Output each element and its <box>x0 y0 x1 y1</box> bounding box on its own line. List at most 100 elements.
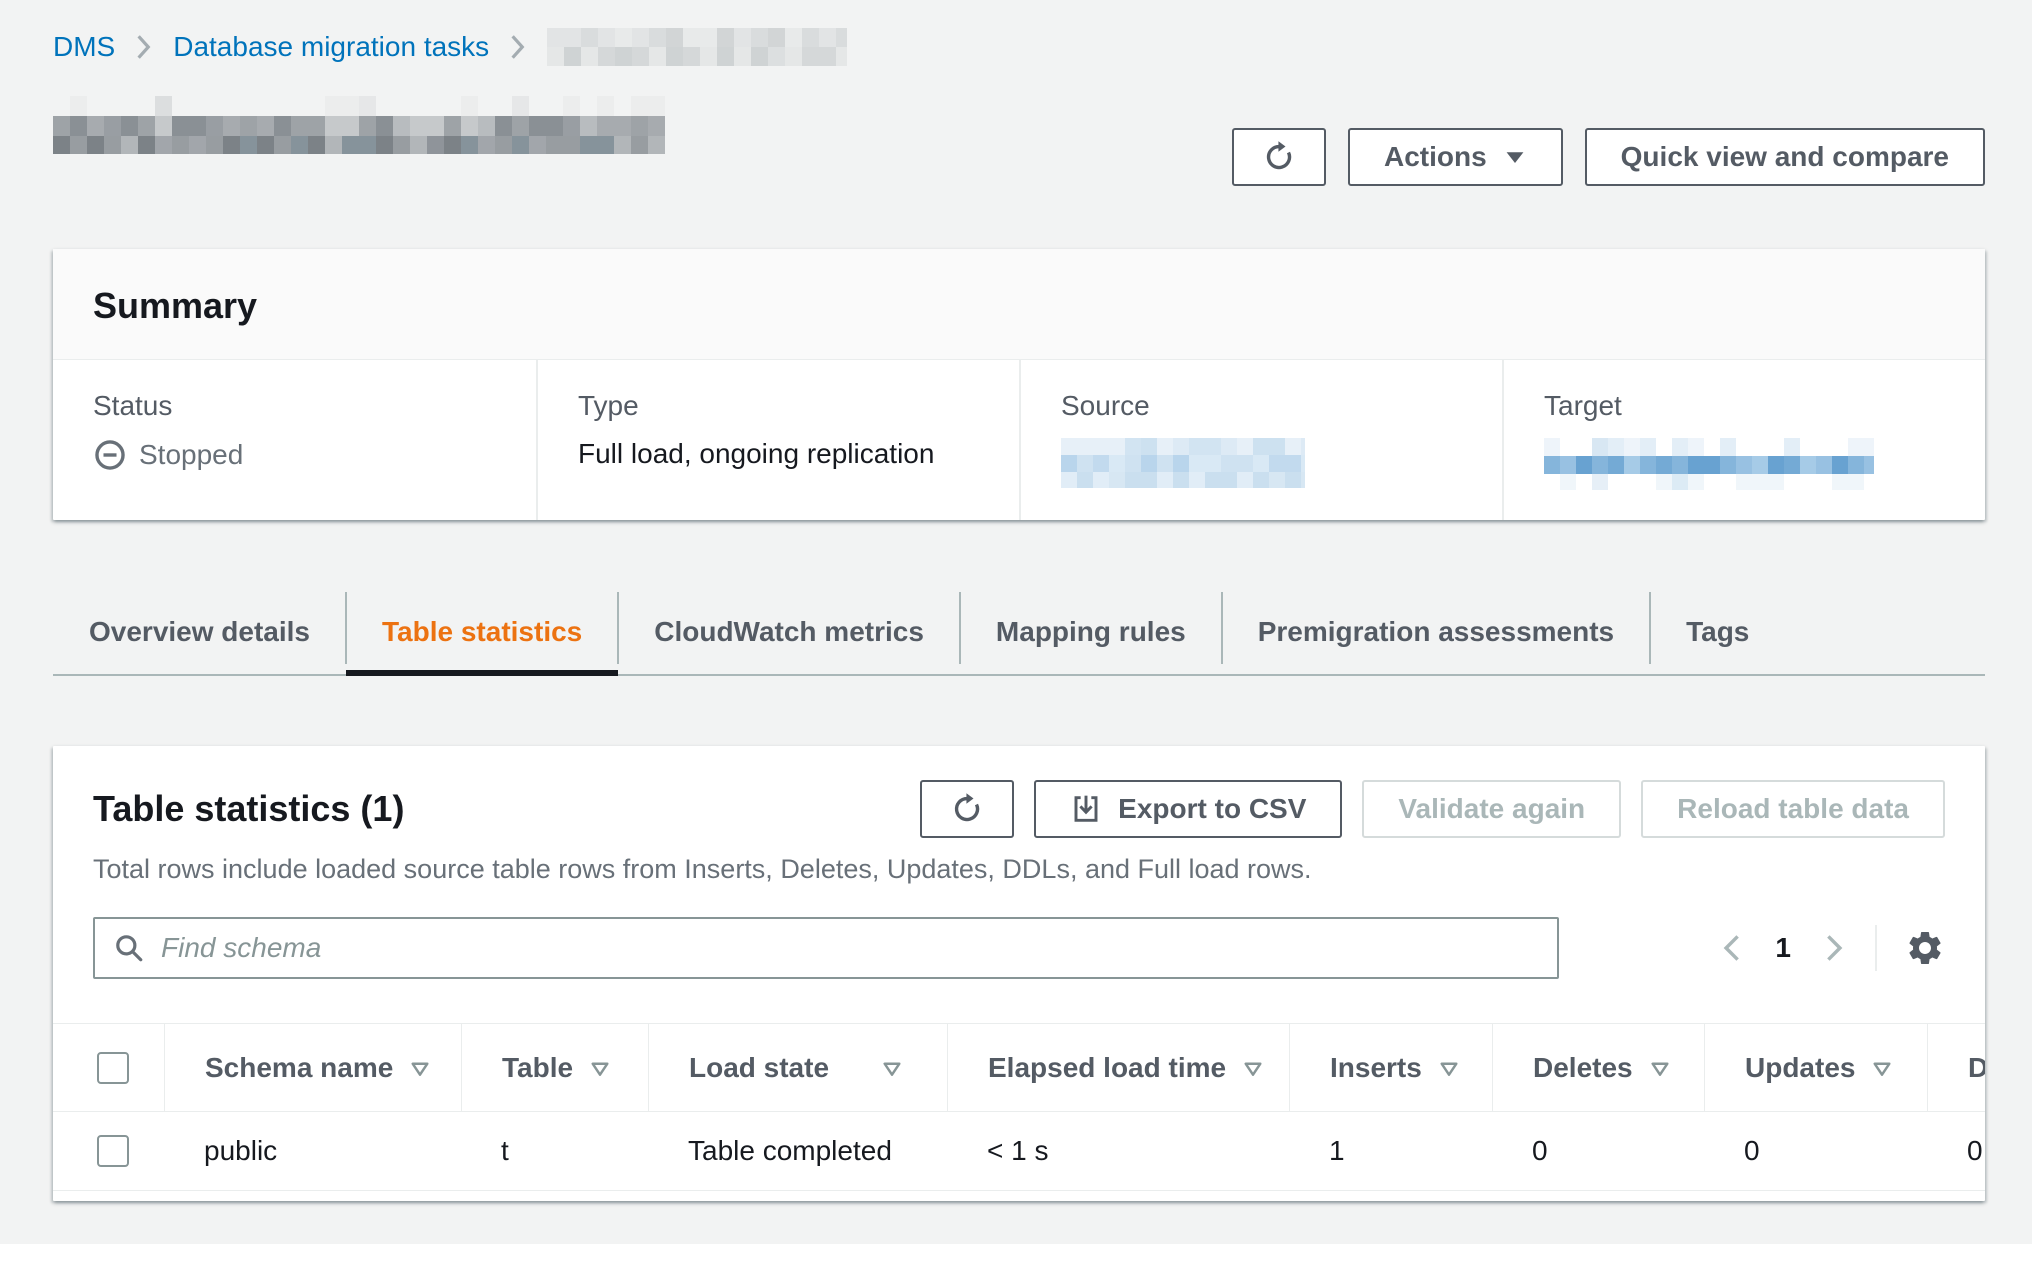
type-value: Full load, ongoing replication <box>578 438 935 469</box>
tab-table-statistics[interactable]: Table statistics <box>345 590 619 676</box>
table-settings-button[interactable] <box>1905 928 1945 968</box>
export-csv-button[interactable]: Export to CSV <box>1034 780 1343 838</box>
sort-icon[interactable] <box>409 1058 431 1078</box>
summary-title: Summary <box>93 285 258 326</box>
target-value <box>1544 438 1985 490</box>
caret-down-icon <box>1506 152 1524 163</box>
source-label: Source <box>1061 390 1150 421</box>
refresh-button[interactable] <box>1231 128 1326 186</box>
breadcrumb-link-migration-tasks[interactable]: Database migration tasks <box>173 31 490 62</box>
source-value <box>1061 438 1502 488</box>
redacted-breadcrumb-task-name <box>547 28 848 66</box>
search-icon <box>116 935 143 962</box>
column-header-ddls[interactable]: DDLs <box>1927 1024 1985 1111</box>
table-statistics-panel: Table statistics (1) Export to CSV Valid… <box>53 746 1985 1201</box>
row-select-cell <box>53 1112 164 1190</box>
summary-panel: Summary Status Stopped Type Full load, o… <box>53 249 1985 520</box>
quick-view-compare-button[interactable]: Quick view and compare <box>1584 128 1985 186</box>
download-icon <box>1074 795 1098 822</box>
tab-premigration-assessments[interactable]: Premigration assessments <box>1220 590 1650 674</box>
cell-load-state: Table completed <box>688 1135 892 1166</box>
table-toolbar: 1 <box>93 917 1945 979</box>
search-input[interactable] <box>93 917 1559 979</box>
breadcrumb: DMS Database migration tasks <box>53 28 1985 66</box>
actions-button[interactable]: Actions <box>1347 128 1563 186</box>
chevron-left-icon <box>1724 935 1740 961</box>
schema-search <box>93 917 1559 979</box>
summary-field-status: Status Stopped <box>53 360 536 520</box>
cell-deletes: 0 <box>1532 1135 1548 1166</box>
type-label: Type <box>578 390 639 421</box>
refresh-icon <box>1266 141 1292 170</box>
cell-elapsed-load-time: < 1 s <box>987 1135 1049 1166</box>
column-header-elapsed-load-time[interactable]: Elapsed load time <box>947 1024 1289 1111</box>
row-checkbox[interactable] <box>97 1135 129 1167</box>
table-refresh-button[interactable] <box>920 780 1015 838</box>
breadcrumb-chevron-icon <box>137 35 151 59</box>
tab-cloudwatch-metrics[interactable]: CloudWatch metrics <box>617 590 960 674</box>
redacted-page-title <box>53 96 665 154</box>
tab-mapping-rules[interactable]: Mapping rules <box>958 590 1222 674</box>
export-csv-label: Export to CSV <box>1118 793 1307 824</box>
previous-page-button[interactable] <box>1719 933 1747 963</box>
summary-grid: Status Stopped Type Full load, ongoing r… <box>53 360 1985 520</box>
cell-inserts: 1 <box>1329 1135 1345 1166</box>
cell-ddls: 0 <box>1967 1135 1983 1166</box>
tab-tags[interactable]: Tags <box>1649 590 1785 674</box>
table-description: Total rows include loaded source table r… <box>93 854 1312 884</box>
chevron-right-icon <box>1827 935 1843 961</box>
redacted-target-endpoint-link[interactable] <box>1544 438 1874 490</box>
column-header-deletes[interactable]: Deletes <box>1492 1024 1704 1111</box>
table-header-row: Schema name Table Load state Elapsed loa… <box>53 1023 1985 1112</box>
status-value-text: Stopped <box>139 439 244 470</box>
status-label: Status <box>93 390 173 421</box>
pagination: 1 <box>1719 925 1945 971</box>
breadcrumb-link-dms[interactable]: DMS <box>53 31 116 62</box>
quick-view-compare-label: Quick view and compare <box>1620 141 1949 172</box>
sort-icon[interactable] <box>1649 1058 1671 1078</box>
table-statistics-title: Table statistics (1) <box>93 788 405 829</box>
summary-field-type: Type Full load, ongoing replication <box>536 360 1019 520</box>
tab-overview-details[interactable]: Overview details <box>89 616 311 647</box>
select-all-checkbox[interactable] <box>97 1051 129 1084</box>
refresh-icon <box>955 793 980 822</box>
sort-icon[interactable] <box>1871 1058 1893 1078</box>
breadcrumb-chevron-icon <box>511 35 525 59</box>
gear-icon <box>1909 932 1941 964</box>
cell-schema-name: public <box>204 1135 278 1166</box>
stopped-icon <box>95 440 125 470</box>
redacted-source-endpoint-link[interactable] <box>1061 438 1305 488</box>
table-panel-header: Table statistics (1) Export to CSV Valid… <box>53 746 1985 979</box>
page-title-row: Actions Quick view and compare <box>53 96 1985 186</box>
target-label: Target <box>1544 390 1622 421</box>
table-statistics-table: Schema name Table Load state Elapsed loa… <box>53 1023 1985 1191</box>
sort-icon[interactable] <box>1438 1058 1460 1078</box>
column-header-load-state[interactable]: Load state <box>648 1024 947 1111</box>
validate-again-button[interactable]: Validate again <box>1362 780 1622 838</box>
column-header-table[interactable]: Table <box>461 1024 648 1111</box>
sort-icon[interactable] <box>881 1058 903 1078</box>
sort-icon[interactable] <box>1242 1058 1264 1078</box>
summary-panel-header: Summary <box>53 249 1985 360</box>
column-header-updates[interactable]: Updates <box>1704 1024 1927 1111</box>
validate-again-label: Validate again <box>1398 793 1586 824</box>
select-all-cell <box>53 1024 164 1111</box>
reload-table-data-button[interactable]: Reload table data <box>1641 780 1945 838</box>
table-actions: Export to CSV Validate again Reload tabl… <box>920 780 1945 838</box>
pager-divider <box>1875 925 1877 971</box>
page-number[interactable]: 1 <box>1775 932 1791 963</box>
actions-button-label: Actions <box>1383 141 1487 172</box>
summary-field-target: Target <box>1502 360 1985 520</box>
reload-table-data-label: Reload table data <box>1677 793 1909 824</box>
table-row: public t Table completed < 1 s 1 0 0 0 <box>53 1112 1985 1191</box>
header-actions: Actions Quick view and compare <box>1231 128 1985 186</box>
tab-bar: Overview details Table statistics CloudW… <box>53 590 1985 676</box>
summary-field-source: Source <box>1019 360 1502 520</box>
page-bottom-strip <box>0 1244 2032 1274</box>
next-page-button[interactable] <box>1819 933 1847 963</box>
column-header-inserts[interactable]: Inserts <box>1289 1024 1492 1111</box>
column-header-schema-name[interactable]: Schema name <box>164 1024 461 1111</box>
cell-updates: 0 <box>1744 1135 1760 1166</box>
sort-icon[interactable] <box>589 1058 611 1078</box>
